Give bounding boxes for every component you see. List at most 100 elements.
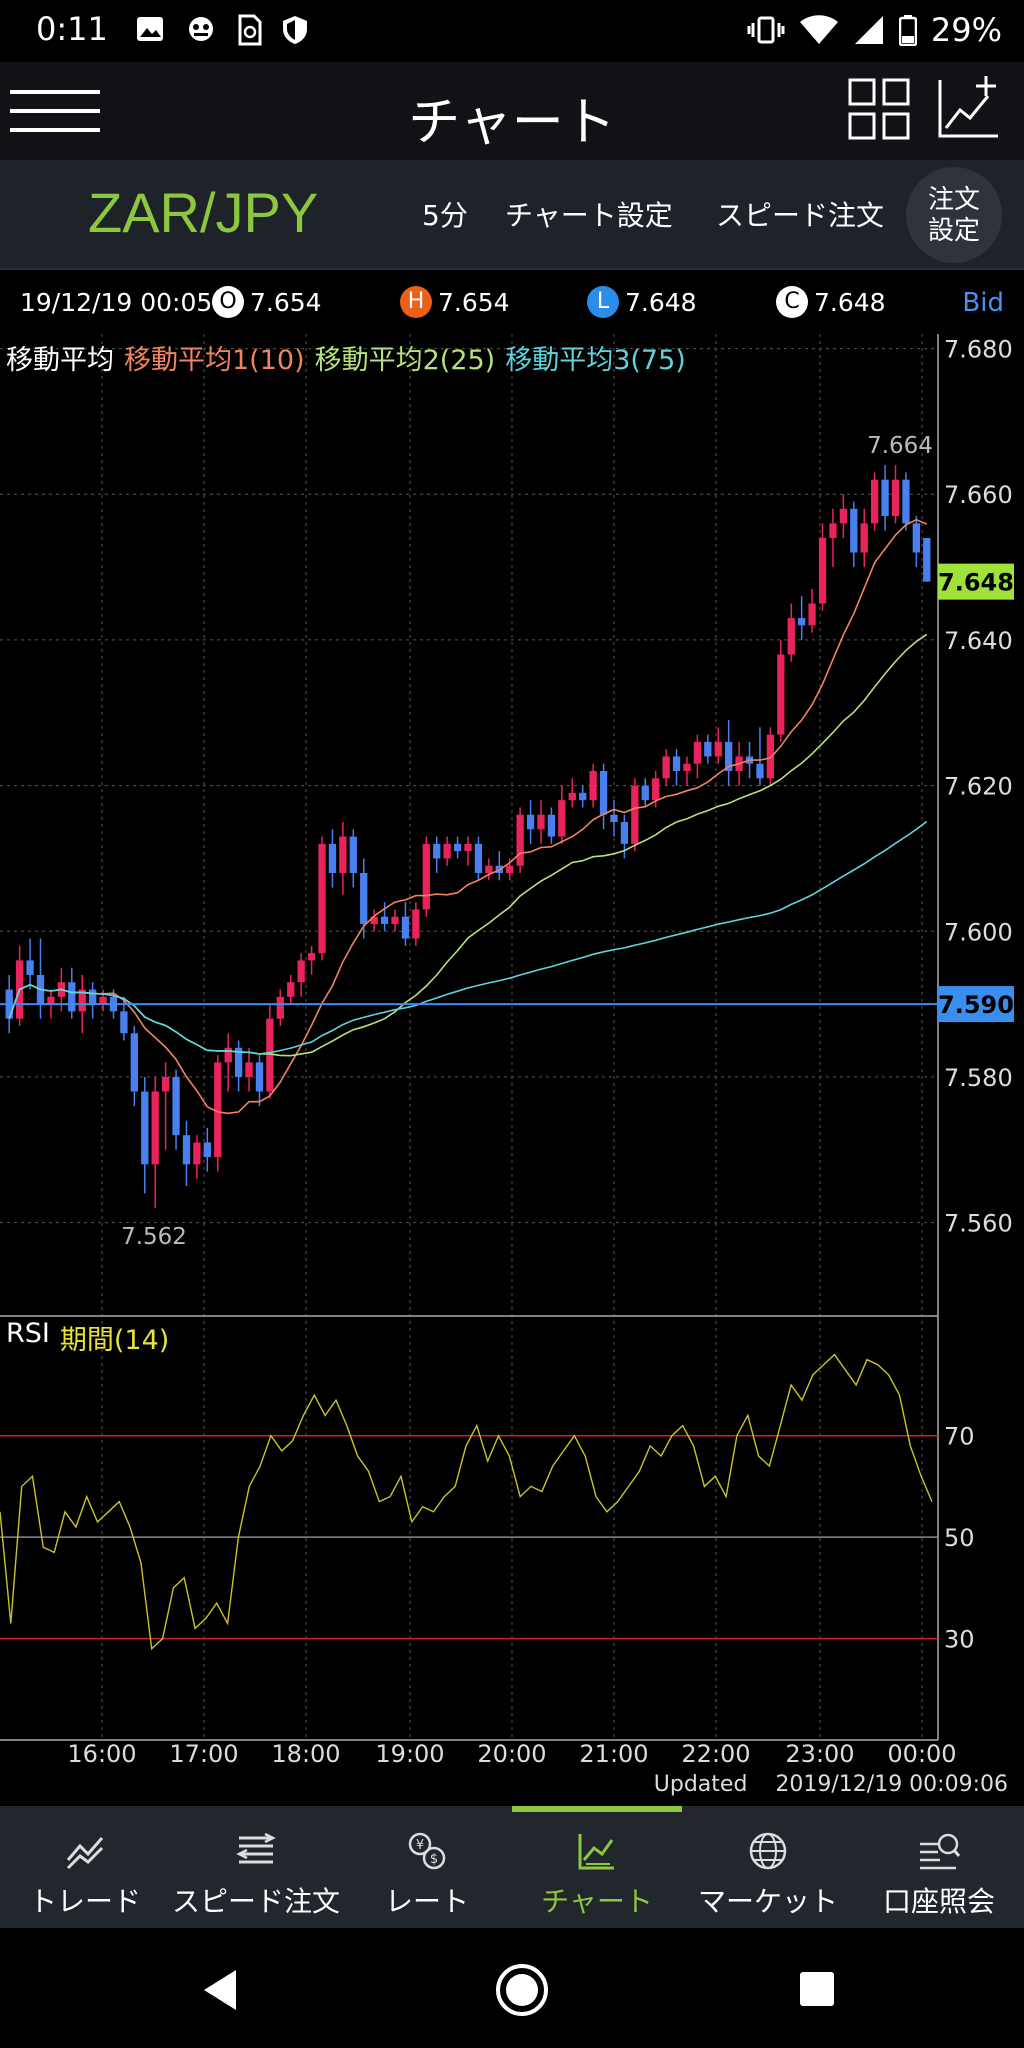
back-icon[interactable] (200, 1968, 240, 2012)
candle-body (693, 741, 702, 764)
time-tick-label: 16:00 (67, 1740, 136, 1768)
ma1-line (8, 518, 928, 1115)
candle-body (78, 989, 86, 1012)
speed-order-button[interactable]: スピード注文 (716, 199, 885, 232)
candle-body (68, 982, 76, 1012)
time-tick-label: 00:00 (887, 1740, 956, 1768)
candle-body (620, 822, 629, 844)
chart-svg[interactable]: 16:00 17:00 18:00 19:00 20:00 21:00 22:00 23:00… (0, 334, 1024, 1770)
candle-body (912, 523, 921, 553)
tab-chart-label: チャート (541, 1885, 653, 1918)
price-tick-label: 7.560 (944, 1210, 1013, 1238)
candle-body (370, 916, 378, 924)
chart-settings-button[interactable]: チャート設定 (505, 199, 673, 232)
candle-body (349, 836, 357, 873)
candle-body (245, 1062, 253, 1077)
candle-body (151, 1091, 159, 1165)
order-settings-button[interactable]: 注文 設定 (906, 167, 1002, 263)
notification-icons (135, 14, 309, 48)
page-title: チャート (408, 93, 616, 153)
tab-speed-order[interactable]: スピード注文 (171, 1806, 341, 1928)
ohlc-high: H 7.654 (400, 284, 510, 320)
price-type-label[interactable]: Bid (962, 288, 1004, 318)
ma1-legend: 移動平均1(10) (124, 345, 305, 376)
bottom-tab-bar: トレード スピード注文 ¥ $ レート チャート マーケット 口座照会 (0, 1806, 1024, 1928)
recents-icon[interactable] (798, 1970, 836, 2008)
candle-body (672, 756, 681, 772)
ohlc-info-bar: 19/12/19 00:05 O 7.654 H 7.654 L 7.648 C… (0, 268, 1024, 334)
add-chart-icon[interactable] (936, 74, 1002, 140)
home-icon[interactable] (494, 1962, 550, 2018)
candle-body (808, 603, 816, 626)
candle-body (380, 916, 389, 924)
tab-account-label: 口座照会 (882, 1885, 995, 1918)
account-icon (920, 1833, 960, 1870)
svg-text:$: $ (430, 1852, 438, 1867)
trade-icon (66, 1837, 104, 1870)
high-value: 7.654 (438, 287, 510, 317)
tab-trade[interactable]: トレード (0, 1806, 170, 1928)
low-value: 7.648 (625, 287, 697, 317)
time-tick-label: 19:00 (375, 1740, 444, 1768)
candle-body (99, 996, 107, 1005)
candle-body (464, 843, 472, 852)
tab-market[interactable]: マーケット (683, 1806, 853, 1928)
candle-body (631, 785, 639, 844)
close-badge: C (776, 286, 808, 318)
wifi-icon (799, 15, 838, 44)
price-tick-label: 7.640 (944, 627, 1013, 655)
candle-body (652, 778, 660, 801)
chart-toolbar: ZAR/JPY 5分 チャート設定 スピード注文 注文 設定 (0, 160, 1024, 268)
time-tick-label: 23:00 (785, 1740, 854, 1768)
candle-body (516, 814, 524, 866)
candle-body (891, 479, 900, 517)
candle-body (182, 1135, 191, 1165)
rsi-legend: RSI 期間(14) (6, 1318, 169, 1357)
status-time: 0:11 (36, 10, 108, 48)
ma3-line (8, 820, 928, 1055)
candle-body (360, 872, 368, 924)
order-price-label: 7.590 (938, 991, 1014, 1019)
ma2-legend: 移動平均2(25) (314, 345, 496, 376)
candle-body (193, 1142, 201, 1165)
candle-body (88, 989, 97, 1005)
ma-legend-title: 移動平均 (6, 345, 114, 376)
candle-body (881, 479, 889, 517)
candle-body (829, 523, 837, 538)
order-settings-label-2: 設定 (927, 216, 980, 246)
tab-account[interactable]: 口座照会 (854, 1806, 1024, 1928)
status-right: 29% (747, 10, 1002, 50)
tab-market-label: マーケット (697, 1885, 838, 1918)
chart-area[interactable]: 16:00 17:00 18:00 19:00 20:00 21:00 22:00 23:00… (0, 334, 1024, 1770)
battery-percent: 29% (930, 11, 1002, 49)
shield-icon (283, 16, 307, 44)
candle-body (120, 1011, 128, 1034)
price-tick-label: 7.580 (944, 1064, 1013, 1092)
grid-icon[interactable] (848, 78, 910, 140)
candle-body (474, 843, 483, 873)
tab-rate[interactable]: ¥ $ レート (342, 1806, 512, 1928)
interval-button[interactable]: 5分 (422, 199, 468, 232)
tab-chart[interactable]: チャート (512, 1806, 682, 1928)
candle-body (47, 996, 55, 1005)
updated-text: Updated 2019/12/19 00:09:06 (654, 1772, 1008, 1797)
candle-body (339, 836, 347, 873)
time-tick-label: 17:00 (169, 1740, 238, 1768)
candle-body (391, 916, 399, 924)
candle-body (641, 785, 649, 801)
tab-speed-order-label: スピード注文 (171, 1885, 340, 1918)
candle-body (328, 843, 337, 873)
low-badge: L (587, 286, 619, 318)
vibrate-icon (747, 16, 785, 44)
candle-body (266, 1018, 274, 1092)
tab-trade-label: トレード (28, 1885, 141, 1918)
time-tick-label: 18:00 (271, 1740, 340, 1768)
ma-legend: 移動平均 移動平均1(10) 移動平均2(25) 移動平均3(75) (6, 338, 686, 377)
chart-icon (578, 1834, 614, 1870)
candle-body (860, 523, 868, 553)
candle-body (526, 814, 535, 830)
currency-pair-selector[interactable]: ZAR/JPY (88, 181, 319, 244)
menu-icon[interactable] (10, 88, 100, 134)
candle-body (683, 763, 691, 772)
time-tick-label: 20:00 (477, 1740, 546, 1768)
